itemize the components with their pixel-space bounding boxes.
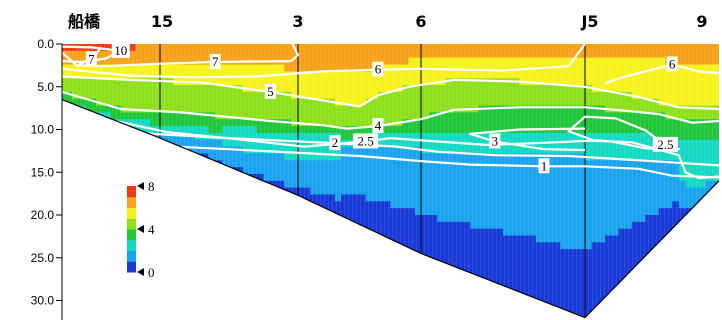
colorbar-tick-marker <box>137 268 144 276</box>
heatmap-cell <box>421 256 430 264</box>
heatmap-cell <box>618 283 626 291</box>
station-label: 3 <box>292 12 303 31</box>
y-tick-label: 15.0 <box>31 165 55 179</box>
station-label: 9 <box>696 12 707 31</box>
colorbar-segment <box>127 218 136 230</box>
contour-line <box>62 90 719 130</box>
heatmap-cell <box>665 235 673 243</box>
contour-line <box>62 75 719 111</box>
colorbar: 0 4 8 <box>127 179 155 280</box>
contour-label-bg <box>264 83 276 99</box>
contour-label-bg <box>652 136 678 152</box>
contour-label: 2 <box>332 135 339 150</box>
contour-label-bg <box>538 158 550 174</box>
contour-label-bg <box>111 42 130 58</box>
y-tick-label: 25.0 <box>31 251 55 265</box>
contour-line <box>62 44 586 79</box>
contour-lines <box>62 44 719 180</box>
contour-labels: 1 2 2.5 2.5 3 4 5 6 6 7 7 10 <box>85 42 678 174</box>
contour-label: 4 <box>375 118 382 133</box>
grid-hatch-overlay <box>62 44 719 318</box>
colorbar-segment <box>127 239 136 251</box>
heatmap-cell <box>672 228 680 237</box>
heatmap-cell <box>705 194 713 202</box>
heatmap-cell <box>125 126 132 134</box>
heatmap-cell <box>560 310 570 318</box>
heatmap-cell <box>173 146 182 155</box>
contour-label: 1 <box>541 158 548 173</box>
contour-label-bg <box>372 61 384 77</box>
heatmap-cell <box>698 201 707 209</box>
station-label: 船橋 <box>68 12 101 31</box>
contour-label-bg <box>666 56 678 72</box>
heatmap-cell <box>712 187 719 196</box>
colorbar-tick-marker <box>137 225 144 233</box>
heatmap-cell <box>692 208 700 216</box>
contour-label-bg <box>372 118 384 134</box>
station-label: 15 <box>151 12 173 31</box>
heatmap-cell <box>652 249 660 257</box>
heatmap-cell <box>631 269 640 278</box>
heatmap-cell <box>625 276 633 284</box>
colorbar-segment <box>127 261 136 273</box>
colorbar-tick-marker <box>137 182 144 190</box>
contour-label: 2.5 <box>358 133 374 148</box>
heatmap-cell <box>685 215 693 223</box>
colorbar-segment <box>127 186 136 198</box>
contour-line <box>62 113 719 167</box>
contour-label: 7 <box>88 51 95 66</box>
y-tick-label: 20.0 <box>31 208 55 222</box>
heatmap-cell <box>678 221 687 230</box>
contour-label-bg <box>353 133 379 149</box>
heatmap-cell <box>377 235 385 243</box>
contour-label-bg <box>489 133 501 149</box>
y-tick-label: 0.0 <box>37 37 54 51</box>
heatmap-cell <box>638 262 646 271</box>
colorbar-tick-label: 0 <box>148 265 155 280</box>
contour-line <box>62 44 300 68</box>
heatmap-cell <box>256 180 265 189</box>
y-tick-label: 5.0 <box>37 80 54 94</box>
heatmap-cell <box>605 297 613 305</box>
contour-line <box>103 142 719 179</box>
heatmap-cell <box>645 256 653 264</box>
contour-label: 2.5 <box>657 137 673 152</box>
contour-label: 10 <box>114 43 127 58</box>
contour-line <box>604 63 719 85</box>
colorbar-tick-label: 4 <box>148 222 155 237</box>
seabed-line <box>61 99 720 319</box>
heatmap-cell <box>437 262 447 271</box>
colorbar-segment <box>127 250 136 262</box>
heatmap-cell <box>598 303 606 312</box>
colorbar-segment <box>127 196 136 208</box>
colorbar-segment <box>127 207 136 219</box>
station-label: 6 <box>415 12 426 31</box>
heatmap-cell <box>658 242 666 250</box>
contour-label: 5 <box>267 84 274 99</box>
contour-line <box>62 106 719 180</box>
contour-label-bg <box>329 135 341 151</box>
y-tick-label: 30.0 <box>31 294 55 308</box>
y-tick-label: 10.0 <box>31 123 55 137</box>
y-axis: 0.0 5.0 10.0 15.0 20.0 25.0 30.0 <box>31 37 63 320</box>
contour-label: 7 <box>212 54 219 69</box>
colorbar-tick-label: 8 <box>148 179 155 194</box>
station-label: J5 <box>580 12 598 31</box>
contour-label-bg <box>85 51 97 67</box>
contour-label: 3 <box>492 133 499 148</box>
colorbar-segment <box>127 229 136 241</box>
contour-label: 6 <box>375 62 382 77</box>
contour-label-bg <box>209 53 221 69</box>
heatmap-cell <box>611 290 620 298</box>
heatmap-cell <box>591 310 599 318</box>
contour-line <box>469 127 586 152</box>
heatmap-cell <box>208 160 216 168</box>
contour-label: 6 <box>669 57 676 72</box>
station-labels: 船橋 15 3 6 J5 9 <box>68 12 708 31</box>
